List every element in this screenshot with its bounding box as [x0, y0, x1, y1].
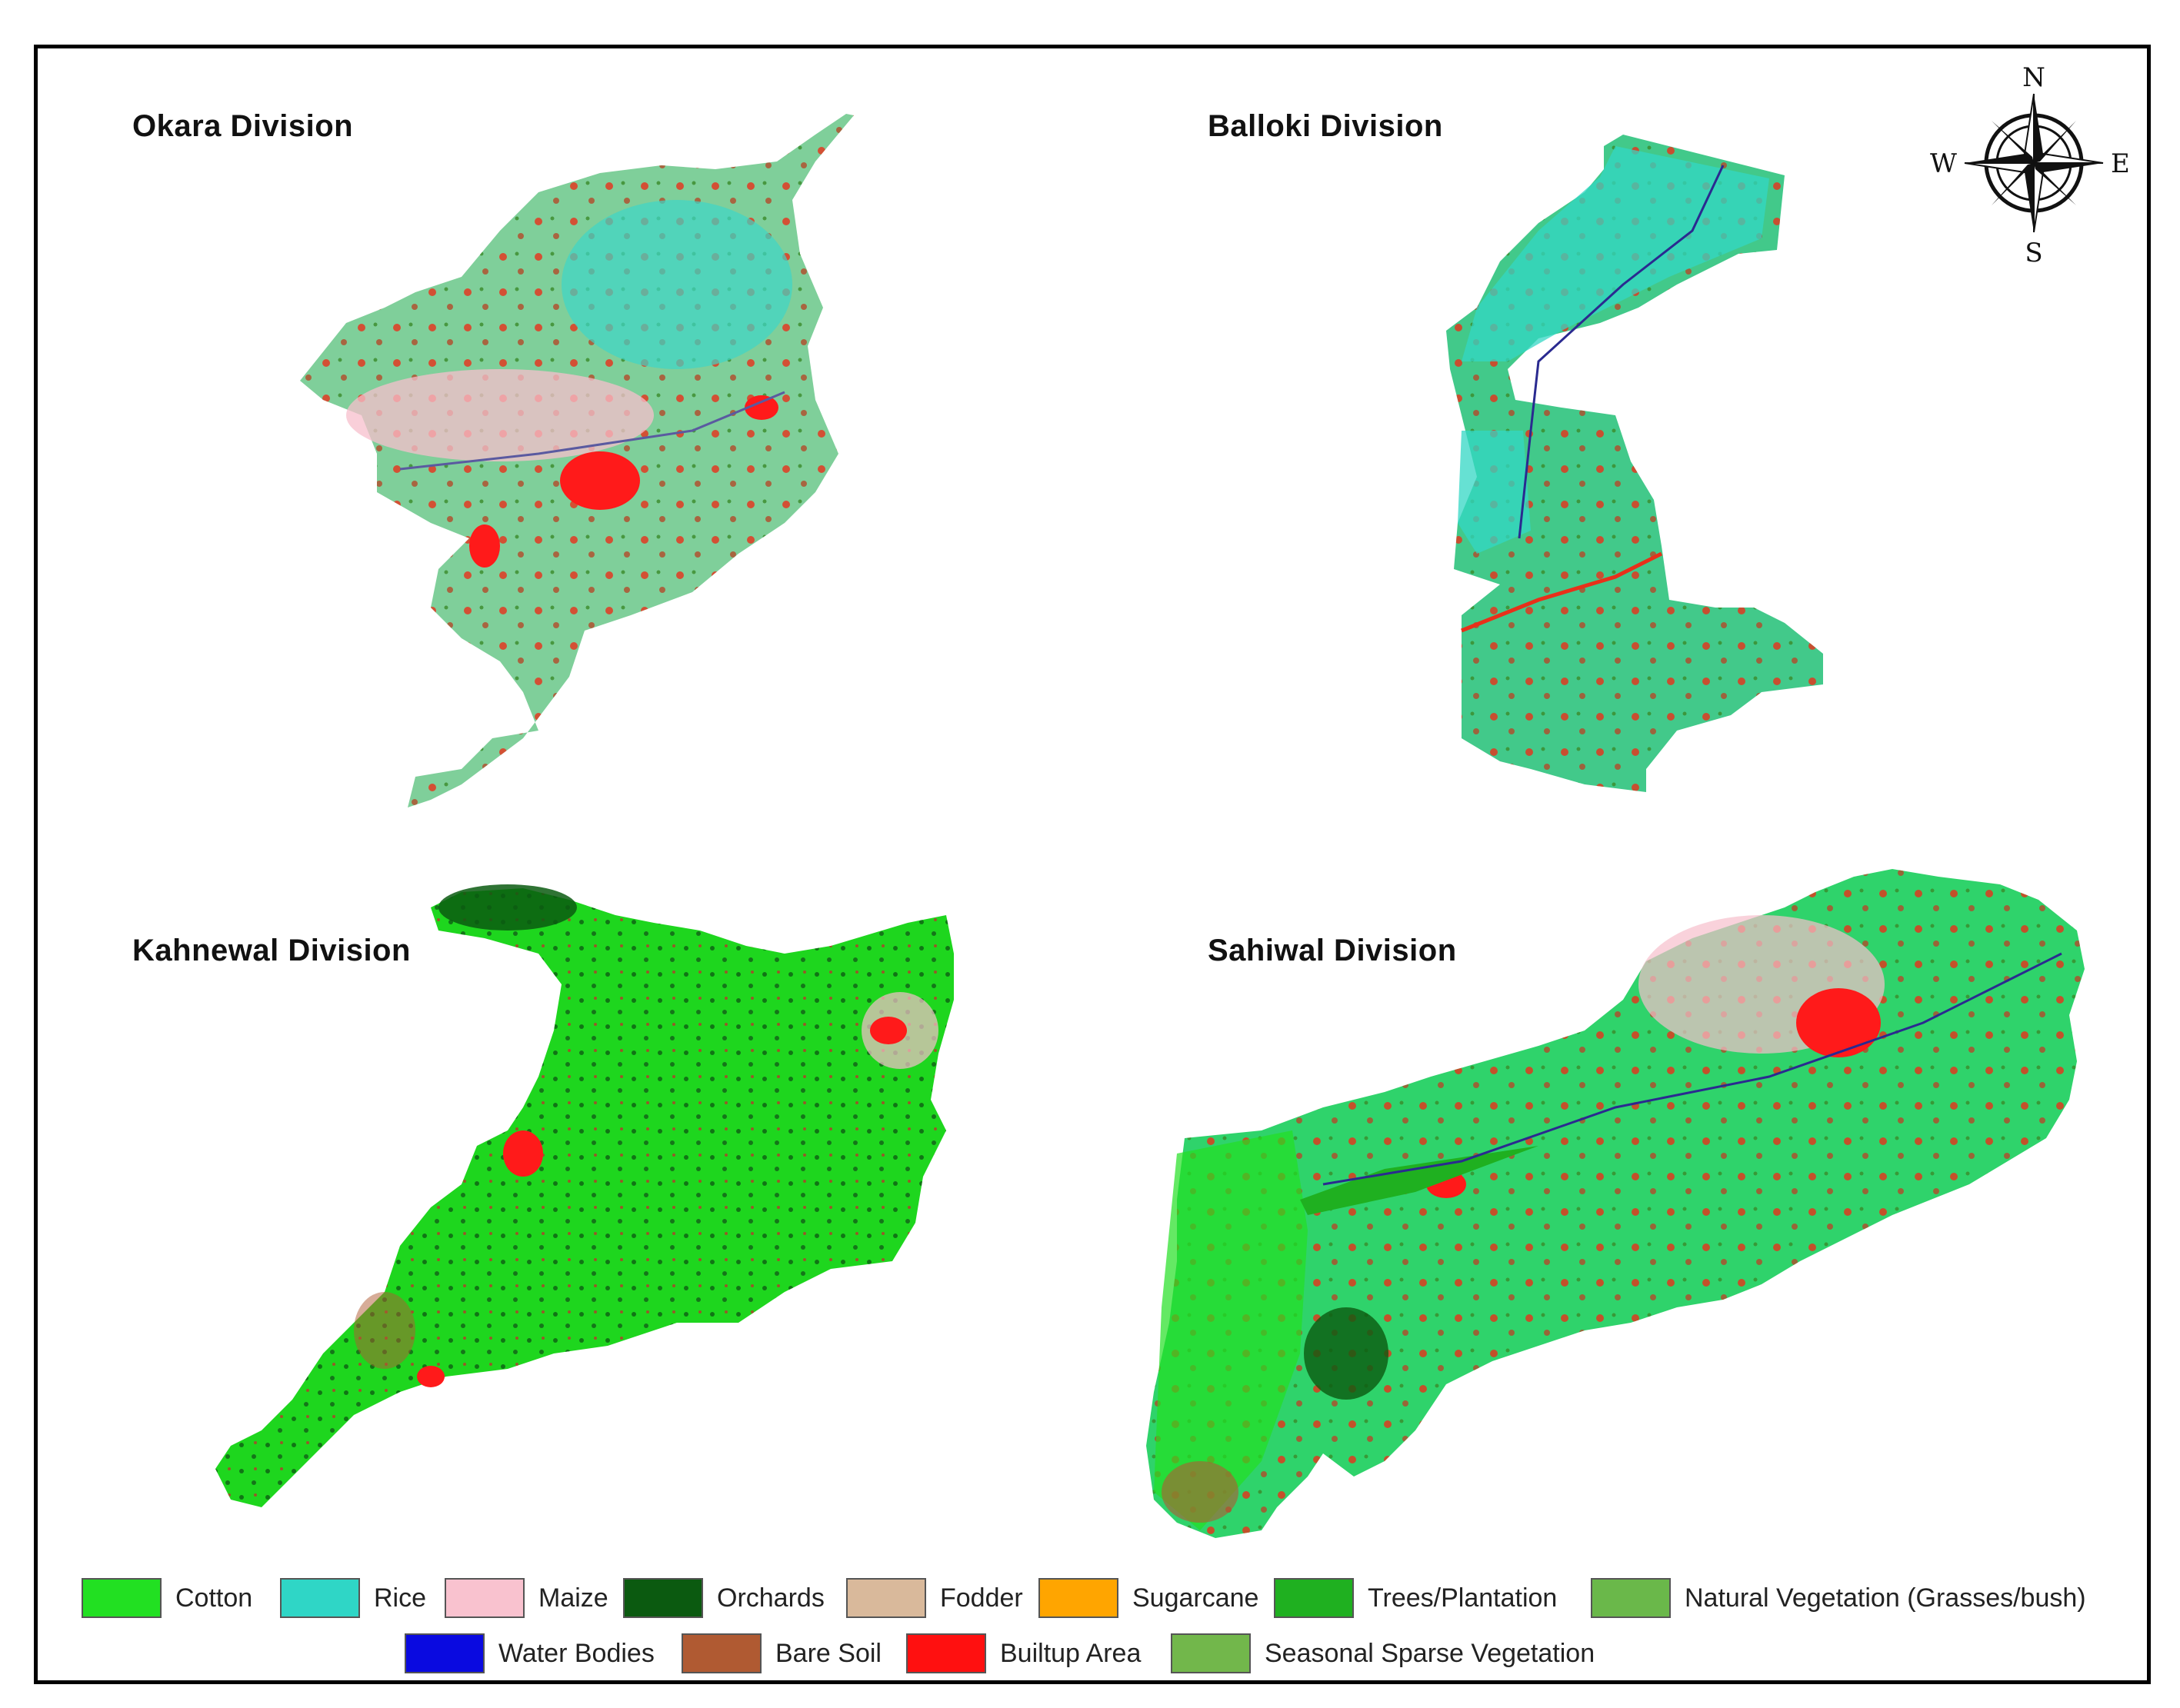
okara-map [300, 114, 854, 807]
compass-n: N [2022, 62, 2045, 93]
compass-e: E [2111, 148, 2130, 179]
balloki-map [1446, 135, 1823, 792]
okara-title: Okara Division [132, 109, 354, 143]
balloki-title: Balloki Division [1208, 109, 1443, 143]
sahiwal-title: Sahiwal Division [1208, 934, 1457, 967]
compass-w: W [1930, 148, 1957, 179]
kahnewal-map [215, 884, 954, 1507]
sahiwal-map [1146, 869, 2085, 1538]
north-arrow-icon: N S E W [1930, 62, 2130, 268]
compass-s: S [2025, 238, 2042, 268]
kahnewal-title: Kahnewal Division [132, 934, 411, 967]
